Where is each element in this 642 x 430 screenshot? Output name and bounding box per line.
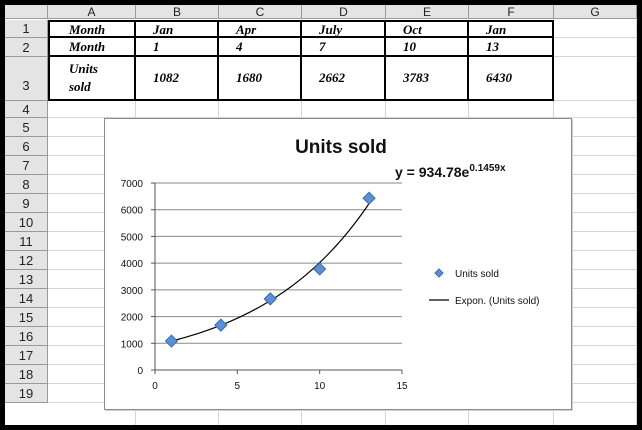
cell-E1[interactable]: Oct: [386, 20, 469, 38]
cell-B1[interactable]: Jan: [136, 20, 219, 38]
row-gridline: [48, 117, 637, 118]
cell-E2[interactable]: 10: [386, 38, 469, 57]
y-tick-label: 5000: [121, 232, 144, 243]
legend-marker-symbol: [434, 268, 444, 278]
cell-A3[interactable]: Units sold: [48, 57, 136, 101]
column-gridline: [636, 20, 637, 425]
cell-A1[interactable]: Month: [48, 20, 136, 38]
cell-A2[interactable]: Month: [48, 38, 136, 57]
y-tick-label: 0: [137, 366, 143, 377]
spreadsheet-grid[interactable]: A B C D E F G 1 2 3 4 5 6 7 8 9 10 11 12 13 14 15 16 17 18 19 Mont…: [5, 5, 637, 425]
row-header[interactable]: 10: [5, 213, 48, 232]
column-header[interactable]: C: [219, 5, 302, 19]
row-header[interactable]: 5: [5, 118, 48, 137]
row-header[interactable]: 2: [5, 38, 48, 57]
row-header[interactable]: 13: [5, 270, 48, 289]
legend-label: Units sold: [455, 269, 499, 280]
row-header[interactable]: 18: [5, 365, 48, 384]
legend-label: Expon. (Units sold): [455, 296, 539, 307]
column-header[interactable]: E: [386, 5, 469, 19]
row-header[interactable]: 16: [5, 327, 48, 346]
row-header[interactable]: 4: [5, 101, 48, 118]
row-header[interactable]: 9: [5, 194, 48, 213]
y-tick-label: 6000: [121, 206, 144, 217]
column-header[interactable]: B: [136, 5, 219, 19]
cell-F3[interactable]: 6430: [469, 57, 554, 101]
trendline: [171, 203, 370, 342]
chart-title: Units sold: [295, 137, 387, 158]
row-header[interactable]: 14: [5, 289, 48, 308]
equation-exponent: 0.1459x: [469, 163, 506, 174]
x-tick-label: 5: [235, 381, 241, 392]
column-header[interactable]: G: [554, 5, 637, 19]
column-header[interactable]: D: [302, 5, 386, 19]
chart-svg: Units sold y = 934.78e0.1459x 0 1000 2000 3…: [121, 137, 540, 392]
data-point-marker: [312, 262, 327, 276]
select-all-corner[interactable]: [5, 5, 48, 19]
cell-E3[interactable]: 3783: [386, 57, 469, 101]
data-point-marker: [362, 191, 376, 205]
row-header[interactable]: 6: [5, 137, 48, 156]
x-tick-label: 0: [152, 381, 158, 392]
chart-panel[interactable]: Units sold y = 934.78e0.1459x 0 1000 2000 3…: [104, 118, 572, 410]
cell-B2[interactable]: 1: [136, 38, 219, 57]
row-header[interactable]: 17: [5, 346, 48, 365]
row-header[interactable]: 8: [5, 175, 48, 194]
y-tick-label: 7000: [121, 179, 144, 190]
y-tick-label: 1000: [121, 339, 144, 350]
cell-C2[interactable]: 4: [219, 38, 302, 57]
cell-D1[interactable]: July: [302, 20, 386, 38]
y-tick-label: 4000: [121, 259, 144, 270]
column-header[interactable]: A: [48, 5, 136, 19]
y-tick-label: 3000: [121, 286, 144, 297]
y-tick-label: 2000: [121, 313, 144, 324]
row-header[interactable]: 1: [5, 20, 48, 38]
x-tick-label: 10: [314, 381, 326, 392]
data-point-marker: [164, 334, 179, 348]
row-header[interactable]: 15: [5, 308, 48, 327]
data-point-marker: [214, 318, 228, 332]
row-header[interactable]: 3: [5, 57, 48, 101]
row-header[interactable]: 7: [5, 156, 48, 175]
cell-F2[interactable]: 13: [469, 38, 554, 57]
cell-D3[interactable]: 2662: [302, 57, 386, 101]
equation-main: y = 934.78e: [395, 164, 470, 180]
row-header[interactable]: 19: [5, 384, 48, 403]
cell-C1[interactable]: Apr: [219, 20, 302, 38]
cell-C3[interactable]: 1680: [219, 57, 302, 101]
trendline-equation: y = 934.78e0.1459x: [395, 163, 506, 180]
column-header[interactable]: F: [469, 5, 554, 19]
cell-D2[interactable]: 7: [302, 38, 386, 57]
cell-B3[interactable]: 1082: [136, 57, 219, 101]
row-header[interactable]: 12: [5, 251, 48, 270]
data-point-marker: [263, 292, 277, 306]
x-tick-label: 15: [396, 381, 408, 392]
cell-F1[interactable]: Jan: [469, 20, 554, 38]
row-header[interactable]: 11: [5, 232, 48, 251]
